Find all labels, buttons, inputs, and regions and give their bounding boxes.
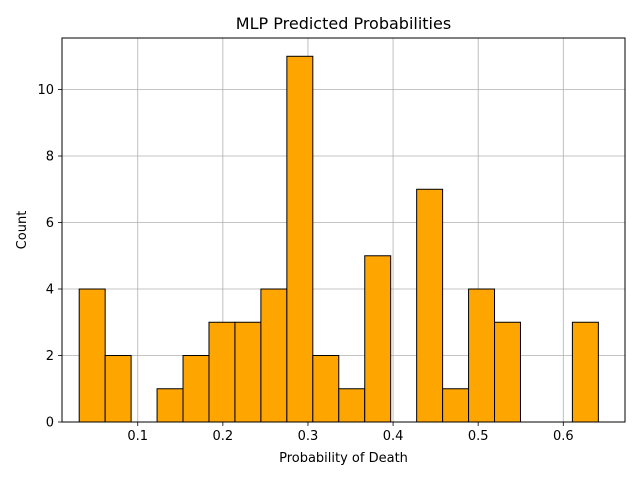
x-axis: 0.1 0.2 0.3 0.4 0.5 0.6 bbox=[127, 422, 574, 444]
histogram-bar bbox=[78, 288, 106, 423]
histogram-bar bbox=[442, 388, 470, 423]
histogram-bar bbox=[494, 321, 521, 423]
histogram-bar bbox=[571, 321, 599, 423]
x-tick-label: 0.2 bbox=[213, 429, 234, 444]
grid bbox=[62, 38, 625, 423]
histogram-bar bbox=[182, 355, 210, 423]
x-tick-label: 0.6 bbox=[553, 429, 574, 444]
x-tick-label: 0.3 bbox=[298, 429, 319, 444]
x-axis-title: Probability of Death bbox=[279, 451, 408, 466]
histogram-bar bbox=[286, 55, 314, 423]
histogram-bar bbox=[338, 388, 366, 423]
histogram-bar bbox=[364, 255, 392, 423]
y-axis-title: Count bbox=[15, 211, 30, 250]
histogram-bar bbox=[104, 355, 132, 423]
y-axis: 0 2 4 6 8 10 bbox=[37, 83, 62, 431]
plot-frame bbox=[61, 37, 626, 423]
x-tick-label: 0.4 bbox=[383, 429, 404, 444]
histogram-bar bbox=[312, 355, 340, 423]
histogram-bar bbox=[208, 321, 236, 423]
y-tick-label: 8 bbox=[46, 150, 54, 165]
histogram-bar bbox=[468, 288, 496, 423]
y-tick-label: 10 bbox=[37, 83, 54, 98]
histogram-bar bbox=[416, 188, 444, 423]
histogram-bar bbox=[234, 321, 262, 423]
x-tick-label: 0.1 bbox=[127, 429, 148, 444]
x-tick-label: 0.5 bbox=[468, 429, 489, 444]
y-tick-label: 2 bbox=[46, 349, 54, 364]
histogram-bar bbox=[156, 388, 184, 423]
y-tick-label: 4 bbox=[46, 283, 54, 298]
chart-title: MLP Predicted Probabilities bbox=[236, 14, 451, 33]
y-tick-label: 6 bbox=[46, 216, 54, 231]
y-tick-label: 0 bbox=[46, 416, 54, 431]
histogram-bar bbox=[260, 288, 288, 423]
bars bbox=[78, 55, 599, 423]
